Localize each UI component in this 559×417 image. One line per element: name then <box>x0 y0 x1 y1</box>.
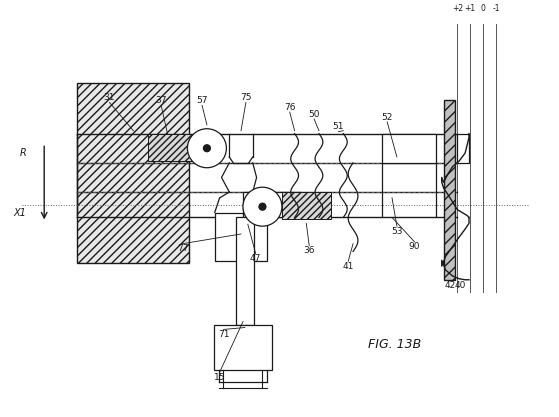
Text: +2: +2 <box>452 4 463 13</box>
Text: 36: 36 <box>304 246 315 255</box>
Bar <box>215 213 267 261</box>
Text: 75: 75 <box>240 93 252 102</box>
Text: -1: -1 <box>492 4 500 13</box>
Text: 15: 15 <box>214 373 225 382</box>
Text: 40: 40 <box>454 281 466 290</box>
Text: 77: 77 <box>177 244 188 253</box>
Bar <box>236 217 254 324</box>
Bar <box>243 192 301 217</box>
Text: FIG. 13B: FIG. 13B <box>368 338 421 351</box>
Text: 50: 50 <box>309 110 320 118</box>
Text: 31: 31 <box>104 93 115 102</box>
Circle shape <box>203 145 210 152</box>
Text: 41: 41 <box>343 261 354 271</box>
Text: 53: 53 <box>391 226 402 236</box>
Bar <box>457 133 469 163</box>
Bar <box>77 83 190 263</box>
Text: 76: 76 <box>284 103 296 112</box>
Text: 42: 42 <box>445 281 456 290</box>
Circle shape <box>243 187 282 226</box>
Text: X1: X1 <box>14 208 27 218</box>
Text: 37: 37 <box>155 96 167 105</box>
Text: 47: 47 <box>250 254 261 263</box>
Text: 52: 52 <box>381 113 393 121</box>
Text: 71: 71 <box>217 330 229 339</box>
Circle shape <box>187 129 226 168</box>
Bar <box>382 133 436 163</box>
Text: 90: 90 <box>409 242 420 251</box>
Circle shape <box>259 203 266 210</box>
Text: 57: 57 <box>196 96 208 105</box>
Bar <box>214 324 272 370</box>
Bar <box>444 100 456 280</box>
Text: 51: 51 <box>333 122 344 131</box>
Bar <box>149 133 197 161</box>
Text: R: R <box>20 148 27 158</box>
Text: +1: +1 <box>465 4 476 13</box>
Text: 0: 0 <box>480 4 485 13</box>
Bar <box>282 192 331 219</box>
